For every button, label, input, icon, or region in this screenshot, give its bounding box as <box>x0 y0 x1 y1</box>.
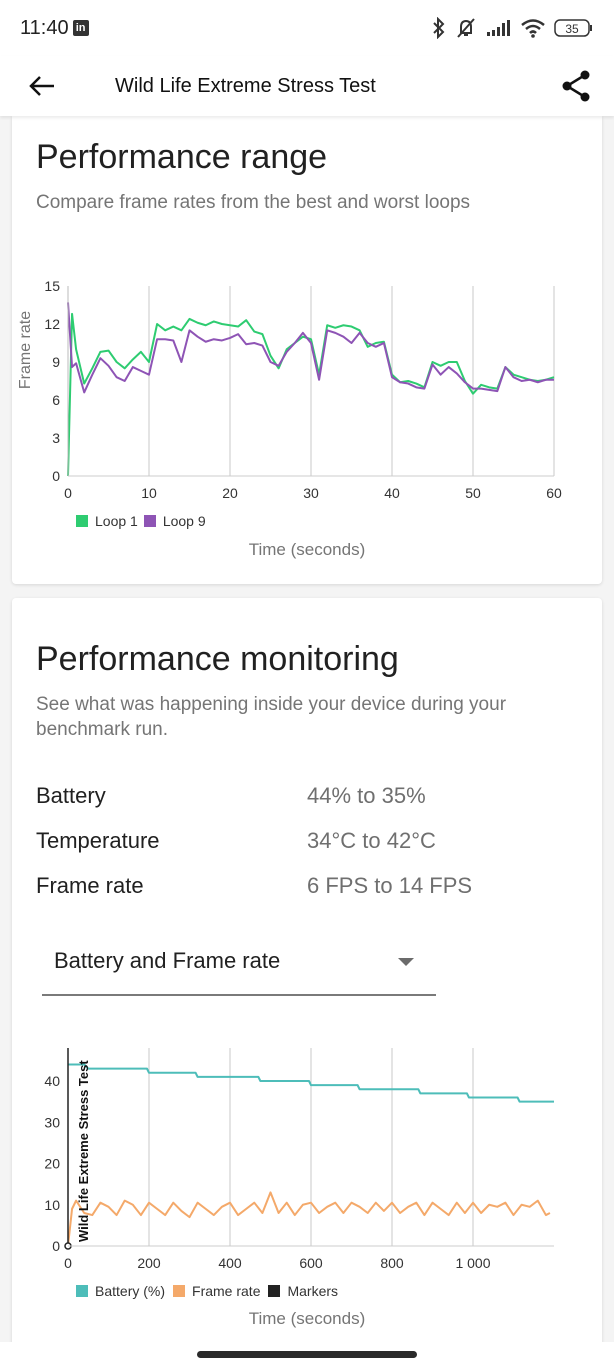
arrow-left-icon <box>29 76 54 96</box>
linkedin-icon: in <box>72 20 89 36</box>
stat-value: 44% to 35% <box>307 783 426 808</box>
stat-label: Temperature <box>36 828 160 853</box>
performance-monitoring-card: Performance monitoring See what was happ… <box>12 598 602 1358</box>
legend-label-markers: Markers <box>287 1283 339 1299</box>
svg-text:30: 30 <box>44 1114 60 1130</box>
performance-monitoring-subtitle: See what was happening inside your devic… <box>36 694 507 740</box>
legend-label-frame-rate: Frame rate <box>192 1283 261 1299</box>
chart-type-dropdown[interactable]: Battery and Frame rate <box>42 936 436 996</box>
svg-text:600: 600 <box>299 1255 323 1271</box>
svg-text:3: 3 <box>52 430 60 446</box>
legend-swatch-frame-rate <box>173 1285 186 1297</box>
dropdown-selected-value: Battery and Frame rate <box>54 948 281 973</box>
svg-text:20: 20 <box>222 485 238 501</box>
stat-label: Frame rate <box>36 873 144 898</box>
wifi-icon <box>521 19 545 38</box>
svg-text:0: 0 <box>64 485 72 501</box>
performance-range-title: Performance range <box>36 138 328 176</box>
chart-legend: Battery (%) Frame rate Markers <box>76 1283 338 1299</box>
x-axis-label: Time (seconds) <box>248 1309 366 1328</box>
svg-text:200: 200 <box>137 1255 161 1271</box>
y-axis-label: Frame rate <box>17 311 34 389</box>
legend-label-loop9: Loop 9 <box>162 513 206 529</box>
svg-text:20: 20 <box>44 1156 60 1172</box>
status-bar: 11:40 in 35 <box>0 0 614 56</box>
home-indicator[interactable] <box>197 1351 417 1358</box>
x-axis-label: Time (seconds) <box>248 540 366 559</box>
legend-label-battery: Battery (%) <box>95 1283 166 1299</box>
battery-framerate-chart: Wild Life Extreme Stress Test 0 200 400 600… <box>44 1048 554 1271</box>
share-button[interactable] <box>556 66 596 106</box>
svg-text:400: 400 <box>218 1255 242 1271</box>
status-icons: 35 <box>432 17 594 39</box>
stat-label: Battery <box>36 783 106 808</box>
svg-text:6: 6 <box>52 392 60 408</box>
legend-swatch-battery <box>76 1285 88 1297</box>
svg-text:800: 800 <box>380 1255 404 1271</box>
svg-text:0: 0 <box>52 1238 60 1254</box>
stat-value: 6 FPS to 14 FPS <box>307 873 473 898</box>
page-title: Wild Life Extreme Stress Test <box>115 74 376 97</box>
legend-swatch-loop9 <box>143 515 156 527</box>
performance-range-card: Performance range Compare frame rates fr… <box>12 116 602 584</box>
svg-text:40: 40 <box>384 485 400 501</box>
svg-text:Wild Life Extreme Stress Test: Wild Life Extreme Stress Test <box>76 1060 91 1242</box>
svg-text:35: 35 <box>565 22 579 36</box>
stat-value: 34°C to 42°C <box>307 828 436 853</box>
svg-text:40: 40 <box>44 1073 60 1089</box>
legend-label-loop1: Loop 1 <box>95 513 138 529</box>
svg-text:0: 0 <box>64 1255 72 1271</box>
signal-icon <box>487 20 510 36</box>
status-time: 11:40 <box>20 16 69 39</box>
svg-text:10: 10 <box>141 485 157 501</box>
svg-text:0: 0 <box>52 468 60 484</box>
performance-range-subtitle: Compare frame rates from the best and wo… <box>36 192 471 213</box>
legend-swatch-loop1 <box>76 515 88 527</box>
share-icon <box>562 70 590 102</box>
dropdown-arrow-icon <box>398 958 414 966</box>
back-button[interactable] <box>0 56 84 116</box>
battery-icon: 35 <box>554 19 592 37</box>
svg-text:50: 50 <box>465 485 481 501</box>
performance-range-chart: 0 10 20 30 40 50 60 0 3 6 9 12 15 Frame rate <box>17 278 562 501</box>
performance-monitoring-title: Performance monitoring <box>36 640 399 678</box>
svg-text:10: 10 <box>44 1197 60 1213</box>
svg-text:60: 60 <box>546 485 562 501</box>
legend-swatch-markers <box>268 1285 281 1297</box>
svg-text:12: 12 <box>44 316 60 332</box>
svg-text:30: 30 <box>303 485 319 501</box>
bluetooth-icon <box>433 17 445 39</box>
chart-legend: Loop 1 Loop 9 <box>76 513 206 529</box>
svg-text:1 000: 1 000 <box>455 1255 490 1271</box>
muted-bell-icon <box>457 18 475 38</box>
app-bar: Wild Life Extreme Stress Test <box>0 56 614 116</box>
svg-text:15: 15 <box>44 278 60 294</box>
svg-text:9: 9 <box>52 354 60 370</box>
